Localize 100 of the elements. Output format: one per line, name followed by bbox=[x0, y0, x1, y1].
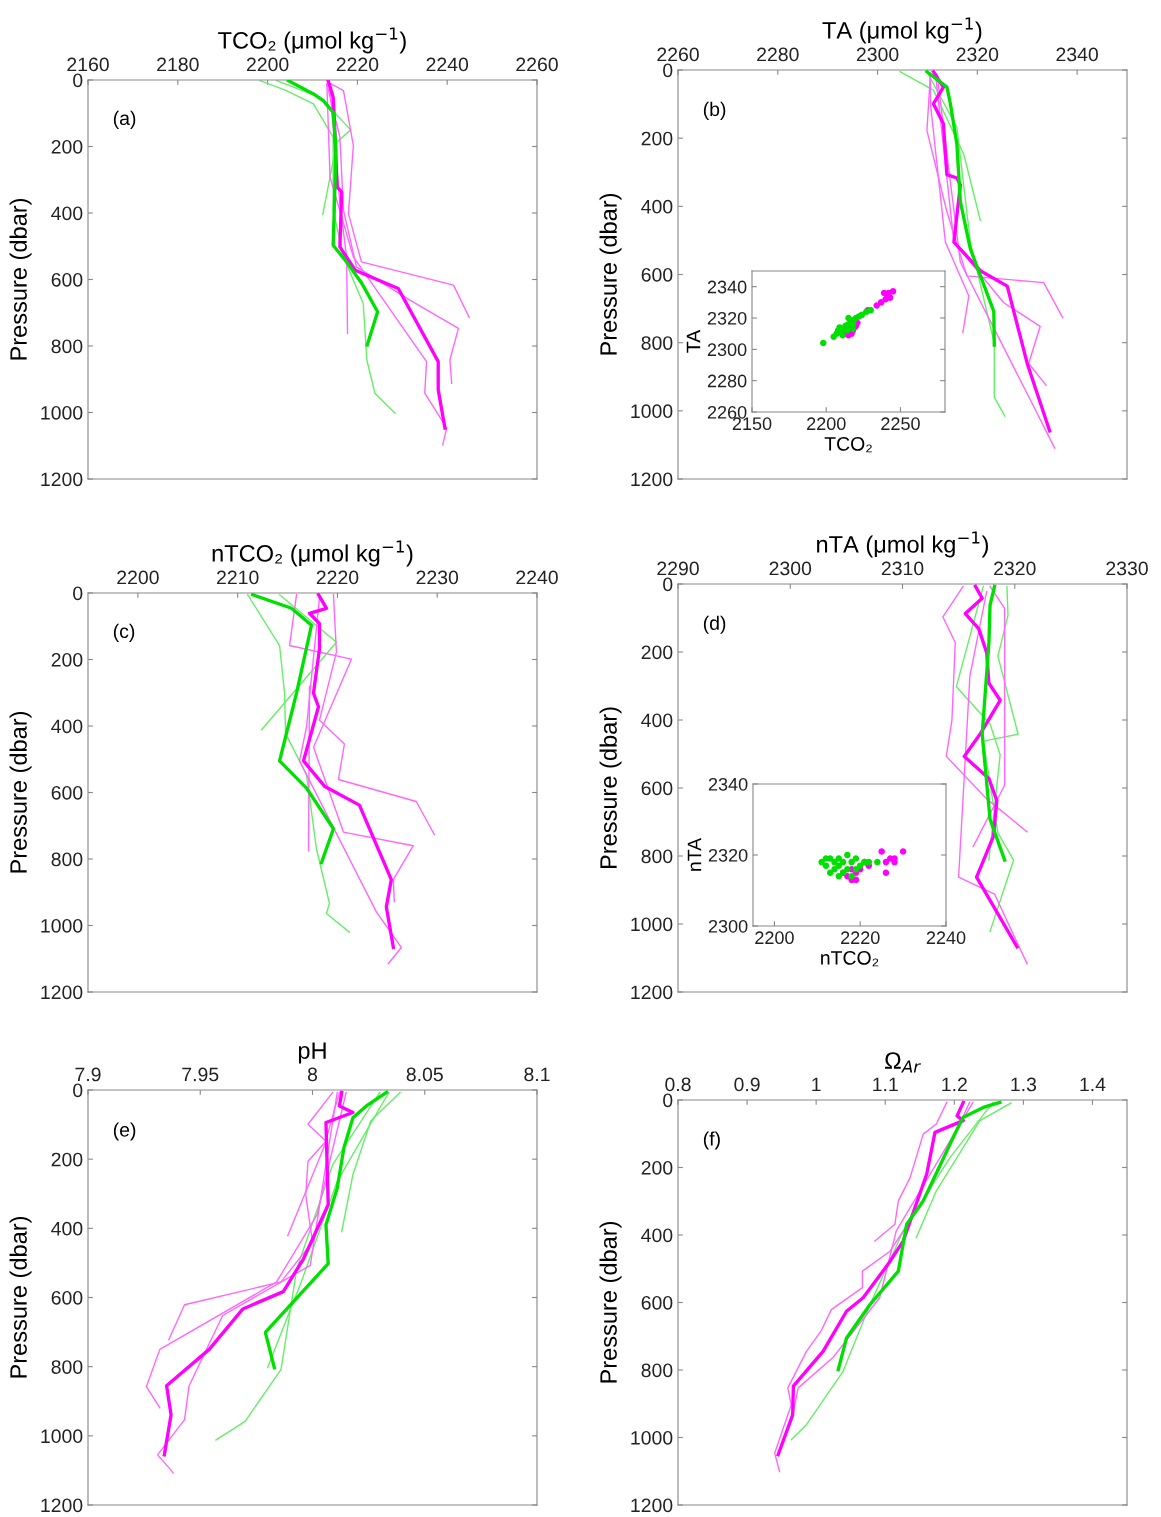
x-tick-label: 2220 bbox=[316, 570, 359, 585]
x-tick-label: 1.1 bbox=[873, 1077, 898, 1092]
y-tick-label: 1200 bbox=[631, 472, 673, 487]
y-tick-label: 400 bbox=[641, 1228, 673, 1243]
x-tick-label: 2220 bbox=[841, 931, 880, 945]
y-tick-label: 400 bbox=[51, 206, 83, 221]
y-tick-label: 0 bbox=[73, 586, 83, 601]
x-axis-title: TCO₂ (μmol kg$^{−1}$) bbox=[218, 27, 406, 54]
x-tick-label: 2340 bbox=[1056, 47, 1098, 62]
x-tick-label: 1 bbox=[812, 1077, 821, 1092]
x-axis-title: nTA (μmol kg$^{−1}$) bbox=[817, 531, 988, 558]
x-axis-title: Ω$_{Ar}$ bbox=[885, 1052, 921, 1073]
x-axis-title: pH bbox=[298, 1042, 326, 1064]
y-tick-label: 0 bbox=[663, 577, 673, 592]
y-axis-title: Pressure (dbar) bbox=[9, 711, 32, 873]
x-tick-label: 2230 bbox=[416, 570, 459, 585]
y-tick-label: 400 bbox=[51, 719, 83, 734]
x-axis-title: TCO₂ bbox=[824, 436, 872, 453]
y-tick-label: 1200 bbox=[41, 472, 83, 487]
y-tick-label: 1000 bbox=[41, 918, 83, 933]
annotation: (d) bbox=[703, 615, 726, 634]
y-tick-label: 1000 bbox=[631, 1430, 673, 1445]
x-tick-label: 2250 bbox=[881, 417, 920, 431]
x-tick-label: 2290 bbox=[657, 561, 699, 576]
y-tick-label: 2340 bbox=[708, 777, 748, 791]
y-tick-label: 800 bbox=[641, 336, 673, 350]
y-tick-label: 2320 bbox=[707, 311, 747, 325]
x-tick-label: 1.4 bbox=[1080, 1077, 1106, 1092]
x-tick-label: 2310 bbox=[881, 561, 924, 576]
y-axis-title: Pressure (dbar) bbox=[599, 707, 622, 869]
x-tick-label: 1.2 bbox=[942, 1077, 967, 1092]
x-tick-label: 2300 bbox=[769, 561, 812, 576]
x-tick-label: 0.9 bbox=[734, 1077, 760, 1092]
y-tick-label: 200 bbox=[51, 139, 83, 154]
annotation: (b) bbox=[703, 101, 726, 120]
x-tick-label: 2220 bbox=[336, 57, 379, 72]
y-tick-label: 1000 bbox=[41, 405, 83, 420]
y-axis-title: Pressure (dbar) bbox=[599, 1221, 622, 1383]
x-tick-label: 7.9 bbox=[75, 1067, 101, 1082]
x-tick-label: 8.1 bbox=[524, 1067, 550, 1082]
x-tick-label: 0.8 bbox=[665, 1077, 691, 1092]
y-tick-label: 800 bbox=[51, 1360, 83, 1374]
y-tick-label: 600 bbox=[51, 272, 83, 287]
y-tick-label: 1200 bbox=[631, 985, 673, 1000]
x-tick-label: 2240 bbox=[426, 57, 469, 72]
y-tick-label: 2300 bbox=[708, 919, 748, 933]
annotation: (c) bbox=[113, 623, 135, 642]
x-tick-label: 2260 bbox=[516, 57, 558, 72]
x-axis-title: TA (μmol kg$^{−1}$) bbox=[822, 17, 982, 44]
y-axis-title: Pressure (dbar) bbox=[599, 193, 622, 355]
y-tick-label: 400 bbox=[641, 199, 673, 214]
x-tick-label: 8.05 bbox=[406, 1067, 443, 1082]
x-tick-label: 2300 bbox=[856, 47, 899, 62]
x-tick-label: 2200 bbox=[117, 570, 159, 585]
y-tick-label: 2320 bbox=[708, 848, 748, 862]
y-tick-label: 600 bbox=[51, 1290, 83, 1305]
y-tick-label: 400 bbox=[641, 713, 673, 728]
y-axis-title: nTA bbox=[687, 837, 702, 871]
x-tick-label: 2320 bbox=[994, 561, 1036, 576]
x-tick-label: 2240 bbox=[926, 931, 966, 945]
y-tick-label: 1000 bbox=[631, 917, 673, 932]
y-tick-label: 800 bbox=[641, 849, 673, 864]
x-tick-label: 7.95 bbox=[182, 1067, 219, 1082]
y-tick-label: 600 bbox=[641, 781, 673, 796]
y-tick-label: 600 bbox=[51, 785, 83, 800]
y-tick-label: 2340 bbox=[707, 280, 747, 294]
y-tick-label: 0 bbox=[663, 63, 673, 78]
y-tick-label: 800 bbox=[51, 339, 83, 354]
y-tick-label: 1200 bbox=[41, 985, 83, 1000]
x-tick-label: 2200 bbox=[807, 417, 846, 431]
y-tick-label: 200 bbox=[641, 645, 673, 660]
x-tick-label: 2280 bbox=[757, 47, 799, 62]
y-tick-label: 1200 bbox=[41, 1498, 83, 1513]
x-tick-label: 2200 bbox=[246, 57, 289, 72]
y-tick-label: 200 bbox=[641, 1160, 673, 1175]
y-tick-label: 800 bbox=[641, 1363, 673, 1378]
y-tick-label: 600 bbox=[641, 267, 673, 282]
y-tick-label: 200 bbox=[51, 1152, 83, 1167]
y-tick-label: 1200 bbox=[631, 1498, 673, 1513]
y-tick-label: 1000 bbox=[41, 1429, 83, 1444]
x-tick-label: 2160 bbox=[67, 57, 109, 72]
x-axis-title: nTCO₂ (μmol kg$^{−1}$) bbox=[212, 540, 413, 567]
y-tick-label: 200 bbox=[641, 131, 673, 146]
y-tick-label: 0 bbox=[73, 1083, 83, 1098]
y-tick-label: 2280 bbox=[707, 374, 747, 388]
x-tick-label: 1.3 bbox=[1011, 1077, 1037, 1092]
y-tick-label: 400 bbox=[51, 1221, 83, 1236]
y-tick-label: 2300 bbox=[707, 343, 747, 357]
y-axis-title: Pressure (dbar) bbox=[9, 1216, 32, 1378]
y-tick-label: 2260 bbox=[707, 405, 747, 419]
y-tick-label: 200 bbox=[51, 652, 83, 667]
annotation: (e) bbox=[113, 1122, 136, 1141]
x-tick-label: 2210 bbox=[217, 570, 259, 585]
y-tick-label: 600 bbox=[641, 1295, 673, 1310]
y-tick-label: 0 bbox=[73, 73, 83, 88]
x-tick-label: 2180 bbox=[157, 57, 199, 72]
annotation: (a) bbox=[113, 110, 136, 129]
x-tick-label: 2330 bbox=[1106, 561, 1148, 576]
annotation: (f) bbox=[703, 1131, 720, 1150]
x-tick-label: 2320 bbox=[956, 47, 999, 62]
